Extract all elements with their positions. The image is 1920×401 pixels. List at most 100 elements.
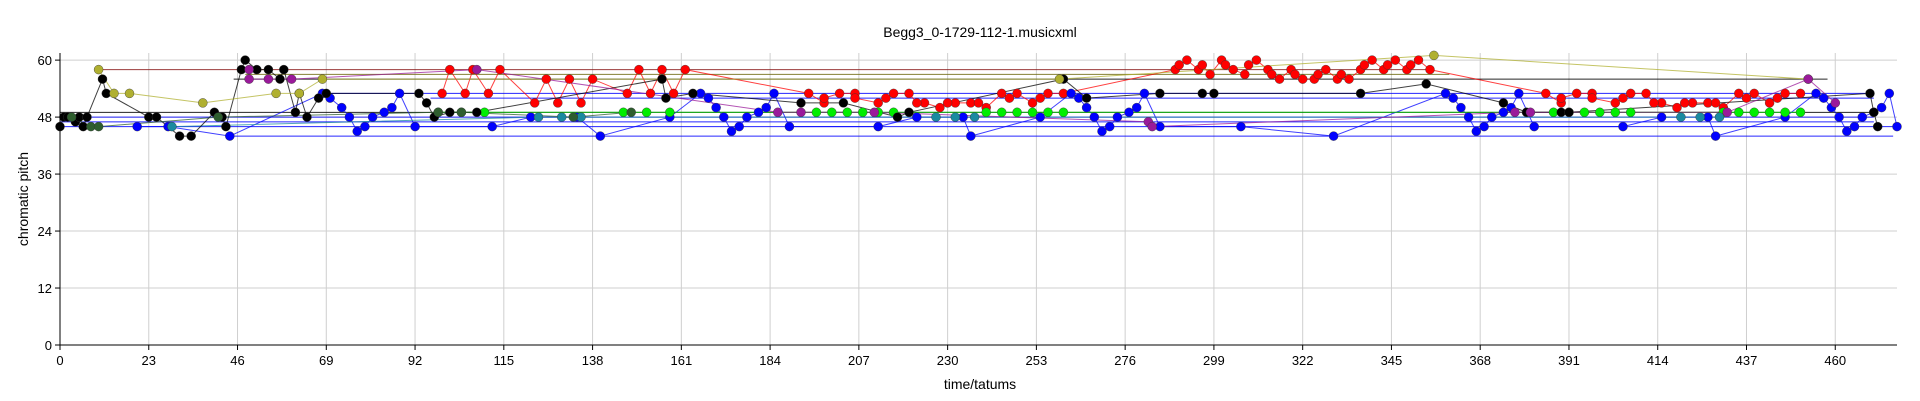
data-point-black <box>263 64 274 75</box>
data-point-red <box>680 64 690 75</box>
data-point-blue <box>595 131 605 141</box>
data-point-blue <box>1081 102 1092 113</box>
data-point-red <box>873 98 883 108</box>
data-point-green <box>641 107 652 118</box>
data-point-magenta <box>1525 107 1536 118</box>
data-point-red <box>1205 69 1215 80</box>
data-point-teal <box>1695 112 1705 122</box>
data-point-black <box>1355 88 1366 99</box>
data-point-magenta <box>773 107 783 118</box>
data-point-magenta <box>1803 74 1813 84</box>
x-tick-label: 46 <box>230 353 244 368</box>
data-point-red <box>668 88 679 99</box>
data-point-red <box>1610 98 1621 108</box>
y-tick-label: 0 <box>45 338 52 353</box>
data-point-blue <box>360 121 370 132</box>
data-point-red <box>564 74 575 84</box>
data-point-black <box>174 131 185 141</box>
data-point-red <box>1182 55 1192 65</box>
x-tick-label: 414 <box>1647 353 1669 368</box>
data-point-red <box>1027 98 1038 108</box>
data-point-blue <box>711 102 721 113</box>
data-point-red <box>1313 69 1323 80</box>
data-point-red <box>1390 55 1401 65</box>
data-point-red <box>460 88 470 99</box>
x-tick-label: 69 <box>319 353 333 368</box>
data-point-blue <box>1498 107 1509 118</box>
data-point-black <box>1872 121 1883 132</box>
data-point-blue <box>769 88 779 99</box>
data-point-red <box>997 88 1007 99</box>
data-point-teal <box>1676 112 1686 122</box>
data-point-black <box>472 107 482 118</box>
data-point-red <box>1734 88 1744 99</box>
data-point-red <box>935 102 945 113</box>
data-point-magenta <box>1510 107 1520 118</box>
series-line-red <box>441 59 1801 109</box>
data-point-red <box>942 98 953 108</box>
data-point-red <box>1541 88 1551 99</box>
data-point-red <box>1043 88 1053 99</box>
data-point-blue <box>1139 88 1150 99</box>
data-point-green <box>1764 107 1775 118</box>
data-point-blue <box>1035 112 1045 122</box>
data-point-red <box>1251 55 1262 65</box>
data-point-blue <box>487 121 497 132</box>
data-point-blue <box>734 121 744 132</box>
data-point-red <box>1344 74 1354 84</box>
data-point-red <box>1240 69 1250 80</box>
data-point-red <box>622 88 632 99</box>
data-point-blue <box>1328 131 1339 141</box>
data-point-black <box>221 121 231 132</box>
data-point-green <box>1734 107 1744 118</box>
data-point-teal <box>167 121 177 132</box>
data-point-red <box>1749 88 1759 99</box>
data-point-blue <box>1471 126 1482 137</box>
data-point-blue <box>1876 102 1887 113</box>
data-point-red <box>1741 93 1752 103</box>
y-tick-label: 24 <box>38 224 52 239</box>
x-tick-label: 460 <box>1824 353 1846 368</box>
data-point-darkgreen <box>93 121 104 132</box>
data-point-blue <box>966 131 976 141</box>
y-tick-label: 12 <box>38 281 52 296</box>
data-point-blue <box>1463 112 1474 122</box>
data-point-black <box>290 107 301 118</box>
data-point-green <box>1043 107 1053 118</box>
data-point-blue <box>337 102 347 113</box>
data-point-red <box>1267 69 1277 80</box>
data-point-red <box>1321 64 1331 75</box>
data-point-blue <box>1834 112 1844 122</box>
data-point-red <box>912 98 922 108</box>
data-point-red <box>1035 93 1045 103</box>
data-point-olive <box>93 64 104 75</box>
data-point-green <box>1027 107 1038 118</box>
data-point-red <box>1220 60 1231 70</box>
data-point-green <box>858 107 868 118</box>
data-point-blue <box>1456 102 1466 113</box>
data-point-red <box>1228 64 1238 75</box>
data-point-black <box>240 55 250 65</box>
data-point-red <box>1772 93 1783 103</box>
data-point-green <box>997 107 1007 118</box>
data-point-red <box>1679 98 1690 108</box>
data-point-black <box>1564 107 1574 118</box>
data-point-green <box>1610 107 1621 118</box>
data-point-black <box>1498 98 1509 108</box>
data-point-black <box>661 93 671 103</box>
data-point-red <box>1290 69 1300 80</box>
data-point-red <box>1625 88 1636 99</box>
data-point-blue <box>761 102 771 113</box>
data-point-red <box>1710 98 1721 108</box>
x-tick-label: 115 <box>493 353 514 368</box>
data-point-blue <box>726 126 737 137</box>
data-point-red <box>904 88 914 99</box>
data-point-blue <box>753 107 764 118</box>
data-point-blue <box>1842 126 1852 137</box>
series-line-teal <box>171 116 1720 128</box>
data-point-black <box>1869 107 1879 118</box>
data-point-red <box>587 74 598 84</box>
data-point-red <box>1336 69 1347 80</box>
data-point-blue <box>1104 121 1115 132</box>
data-point-teal <box>533 112 544 122</box>
